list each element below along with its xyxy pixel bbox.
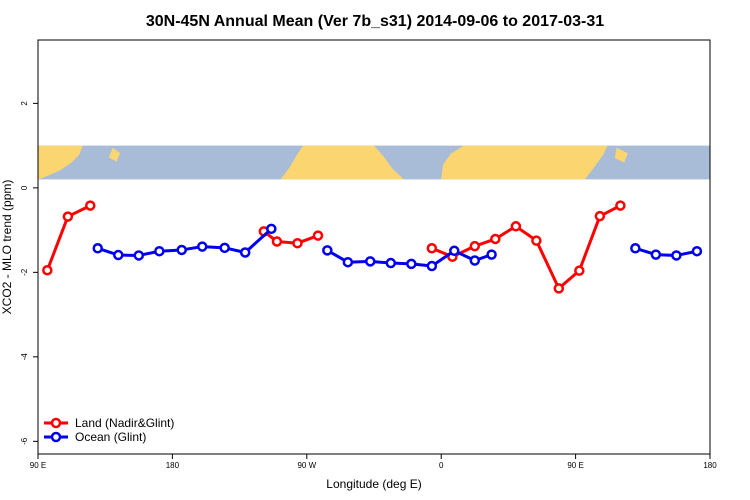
series-land-point: [271, 236, 283, 247]
x-tick-label: 90 W: [297, 461, 316, 470]
y-tick-label: -2: [20, 268, 29, 276]
series-land-point: [292, 237, 303, 249]
series-land-point: [85, 200, 96, 211]
series-ocean-point: [113, 249, 124, 261]
series-ocean-point: [239, 247, 251, 258]
series-ocean-point: [197, 241, 208, 252]
series-land-line: [262, 230, 319, 245]
map-land-asia-west: [38, 145, 83, 180]
series-ocean-point: [365, 256, 376, 267]
series-land-point: [574, 265, 585, 276]
series-ocean-point: [671, 250, 682, 261]
legend-land-label: Land (Nadir&Glint): [75, 416, 174, 430]
series-ocean-point: [630, 243, 641, 254]
legend-land-marker: [50, 417, 62, 429]
series-ocean-line: [634, 246, 698, 257]
series-ocean-point: [154, 245, 165, 257]
series-ocean-point: [449, 245, 460, 257]
map-land-japan: [108, 147, 121, 162]
series-ocean-point: [219, 242, 230, 254]
chart-title: 30N-45N Annual Mean (Ver 7b_s31) 2014-09…: [146, 13, 604, 30]
map-land-japan-east: [614, 147, 628, 163]
x-tick-label: 180: [703, 461, 717, 470]
series-ocean-point: [342, 256, 354, 268]
x-tick-label: 0: [439, 461, 444, 470]
series-land-point: [42, 264, 53, 276]
series-ocean-point: [176, 244, 187, 256]
y-axis-label: XCO2 - MLO trend (ppm): [0, 180, 14, 315]
series-ocean-point: [322, 245, 333, 256]
x-tick-label: 90 E: [30, 461, 46, 470]
series-land-point: [594, 210, 606, 222]
map-land-europe-asia: [441, 145, 608, 180]
series-land-point: [469, 240, 481, 252]
legend-ocean-label: Ocean (Glint): [75, 430, 146, 444]
y-tick-label: -6: [20, 437, 29, 445]
series-land-point: [426, 243, 438, 254]
x-tick-label: 180: [166, 461, 180, 470]
series-ocean-point: [133, 250, 145, 261]
series-ocean-point: [691, 245, 703, 257]
series-land-point: [62, 211, 74, 222]
series-ocean-point: [469, 255, 481, 266]
y-tick-label: 2: [20, 101, 29, 106]
y-axis: -6 -4 -2 0 2: [20, 101, 38, 445]
series-ocean-point: [426, 260, 438, 272]
y-tick-label: 0: [20, 185, 29, 190]
legend-ocean-marker: [50, 431, 62, 443]
map-land-north-america: [280, 145, 404, 180]
series-ocean-point: [92, 243, 103, 254]
y-tick-label: -4: [20, 353, 29, 361]
series-ocean-point: [266, 223, 277, 235]
series-land-point: [531, 235, 542, 246]
legend: Land (Nadir&Glint) Ocean (Glint): [44, 416, 174, 444]
world-map-strip: [38, 145, 710, 180]
x-tick-label: 90 E: [567, 461, 583, 470]
series-ocean-point: [406, 258, 417, 270]
series-ocean-point: [486, 249, 497, 260]
series-land-point: [490, 233, 501, 245]
x-axis: 90 E 180 90 W 0 90 E 180: [30, 454, 717, 470]
series-ocean-point: [650, 249, 662, 260]
x-axis-label: Longitude (deg E): [326, 477, 421, 491]
series-land-point: [553, 283, 565, 294]
series-land-line: [431, 204, 622, 290]
series-land-point: [510, 221, 522, 232]
plot-frame: [37, 39, 711, 455]
series-ocean-point: [385, 257, 397, 269]
series-land-point: [312, 230, 324, 241]
series-land-point: [615, 200, 626, 211]
series-layer: [42, 200, 703, 294]
